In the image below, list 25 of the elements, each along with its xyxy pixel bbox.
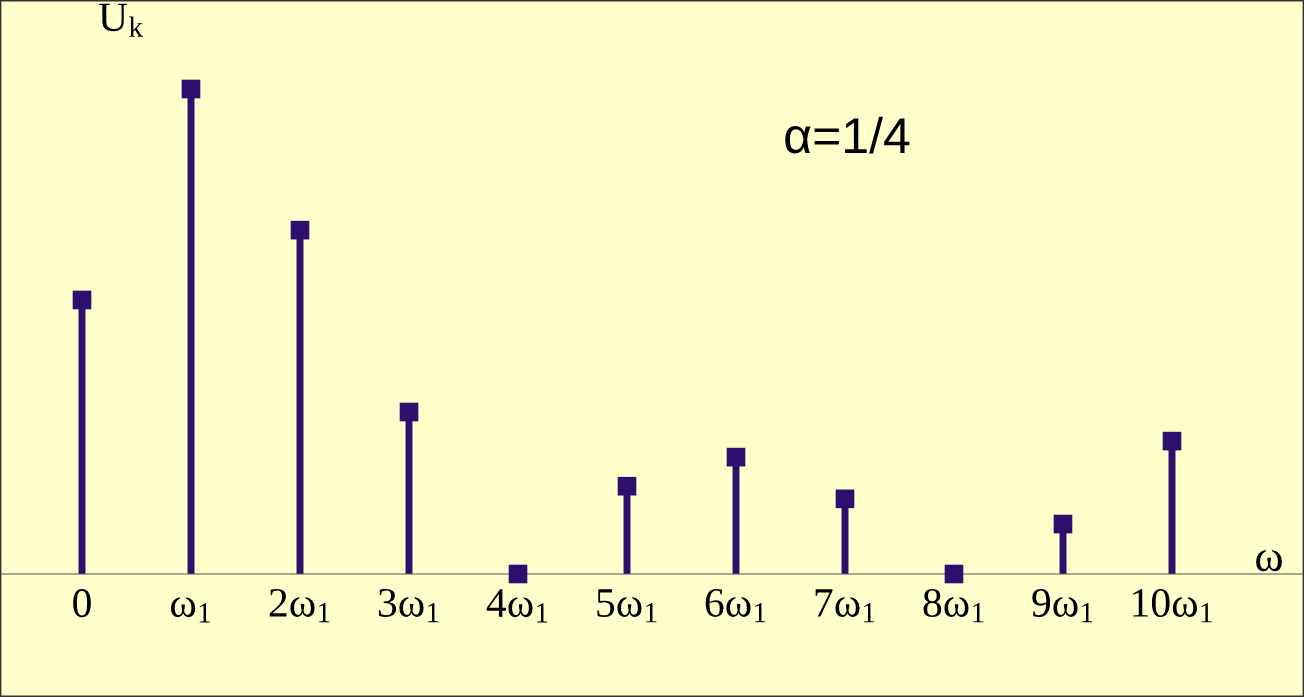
point (399, 402, 419, 422)
x-tick-label: 4ω$_{1}$ (486, 589, 548, 623)
annotation: α=1/4 (785, 116, 910, 154)
point (290, 220, 310, 240)
point (835, 489, 855, 509)
x-tick-label: 8ω$_{1}$ (923, 588, 984, 623)
x-tick-label: 2ω$_{1}$ (269, 588, 330, 623)
point (1053, 514, 1073, 534)
point (72, 290, 92, 310)
x-tick-label: 6ω$_{1}$ (705, 588, 766, 623)
point (617, 476, 637, 496)
x-tick-label: 10ω$_{1}$ (1133, 588, 1212, 623)
point (181, 79, 201, 99)
point (508, 564, 528, 584)
x-tick-label: 0 (73, 589, 91, 618)
x-tick-label: 7ω$_{1}$ (815, 589, 875, 623)
x-axis-title: ω (1256, 550, 1282, 572)
x-tick-label: 3ω$_{1}$ (378, 588, 439, 623)
x-tick-label: 5ω$_{1}$ (597, 589, 657, 623)
point (726, 447, 746, 467)
x-tick-label: ω$_{1}$ (170, 597, 210, 623)
point (944, 564, 964, 584)
x-tick-label: 9ω$_{1}$ (1032, 588, 1093, 623)
y-axis-title: U$_{k}$ (98, 3, 144, 37)
point (1162, 431, 1182, 451)
